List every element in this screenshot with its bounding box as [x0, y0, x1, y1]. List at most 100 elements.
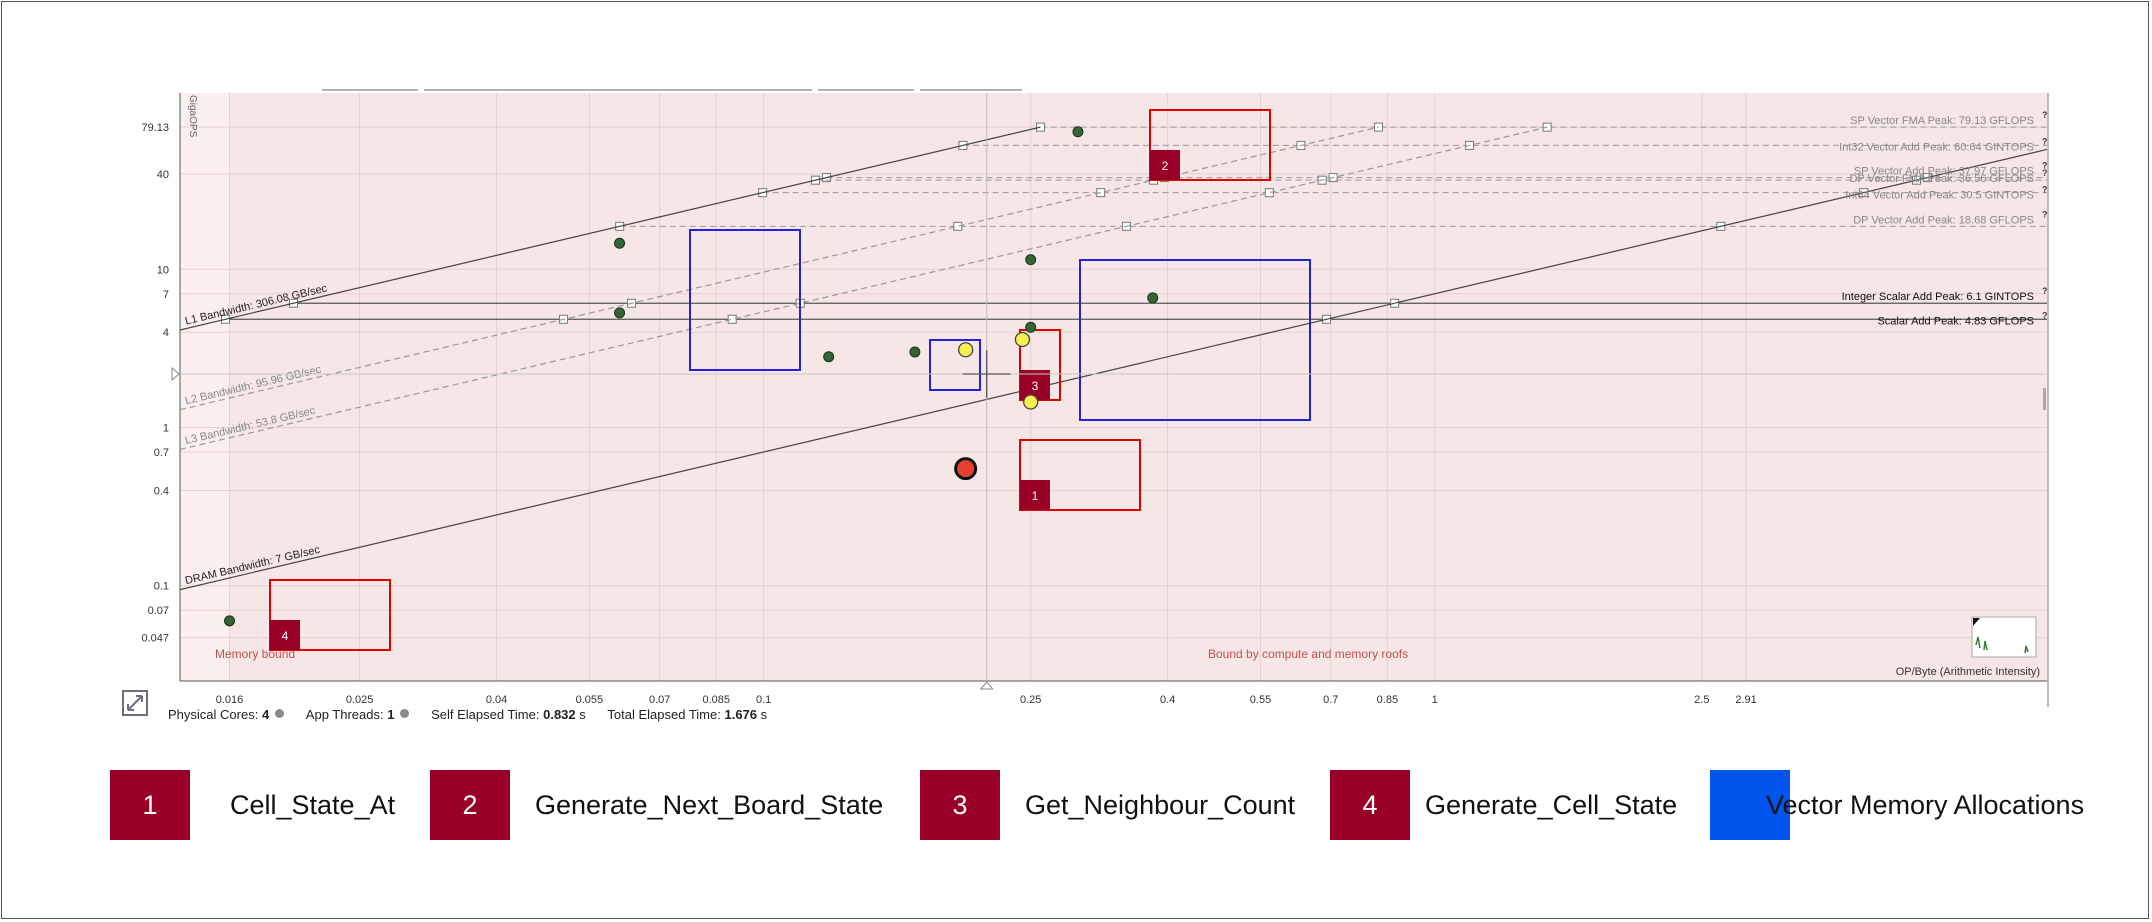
roof-lines	[180, 122, 2048, 591]
total-elapsed-label: Total Elapsed Time:	[607, 707, 721, 722]
x-tick-label: 0.4	[1160, 694, 1175, 706]
roof-label: SP Vector FMA Peak: 79.13 GFLOPS	[1850, 115, 2034, 127]
y-tick-label: 0.7	[154, 447, 169, 459]
expand-icon[interactable]	[122, 690, 148, 716]
loop-point-yellow[interactable]	[1014, 331, 1031, 348]
help-icon[interactable]: ?	[2042, 110, 2048, 120]
legend-label-2: Generate_Next_Board_State	[535, 789, 884, 820]
physical-cores-value: 4	[261, 707, 270, 722]
app-threads-stat: App Threads: 1	[306, 707, 413, 722]
legend-marker-vector	[1710, 770, 1790, 840]
axes: 0.016 0.025 0.04 0.055 0.07 0.085 0.1 0.25 0.4 0.…	[141, 93, 2049, 707]
resize-handle[interactable]	[2043, 388, 2046, 410]
x-tick-label: 0.085	[703, 694, 731, 706]
x-tick-label: 1	[1432, 694, 1438, 706]
y-tick-label: 7	[163, 289, 169, 301]
y-tick-label: 0.1	[154, 581, 169, 593]
loop-point[interactable]	[1147, 292, 1159, 304]
total-elapsed-value: 1.676	[724, 707, 758, 722]
help-icon[interactable]: ?	[2042, 168, 2048, 178]
vector-memory-box	[1079, 259, 1311, 421]
data-points[interactable]	[224, 126, 1159, 627]
self-elapsed-label: Self Elapsed Time:	[431, 707, 540, 722]
help-icon[interactable]: ?	[2042, 286, 2048, 296]
help-icon[interactable]: ?	[2042, 185, 2048, 195]
x-tick-label: 0.55	[1250, 694, 1271, 706]
y-tick-label: 10	[157, 264, 169, 276]
loop-point[interactable]	[614, 307, 626, 319]
roofline-chart[interactable]: SP Vector FMA Peak: 79.13 GFLOPS ? Int32 V…	[0, 0, 2152, 760]
annotation-number: 3	[1032, 379, 1039, 393]
legend-marker-1: 1	[110, 770, 190, 840]
loop-point[interactable]	[1072, 126, 1084, 138]
seconds-unit: s	[760, 707, 768, 722]
x-tick-label: 0.016	[216, 694, 244, 706]
y-axis-label: GigaOPS	[187, 95, 198, 138]
minimap[interactable]	[1971, 616, 2037, 658]
y-tick-label: 0.07	[148, 605, 169, 617]
loop-point[interactable]	[614, 237, 626, 249]
annotation-marker-3	[1020, 370, 1050, 400]
x-slider-handle[interactable]	[979, 681, 994, 690]
info-icon[interactable]	[400, 709, 410, 718]
legend: 1 Cell_State_At 2 Generate_Next_Board_St…	[0, 768, 2152, 844]
loop-point-yellow[interactable]	[1023, 394, 1039, 410]
roof-label: DP Vector FMA Peak: 36.56 GFLOPS	[1850, 173, 2034, 185]
annotation-number: 2	[1162, 159, 1169, 173]
x-tick-label: 0.7	[1323, 694, 1338, 706]
roof-label: Int32 Vector Add Peak: 60.64 GINTOPS	[1839, 141, 2034, 153]
legend-marker-4: 4	[1330, 770, 1410, 840]
loop-point-yellow[interactable]	[958, 342, 974, 358]
y-tick-label: 4	[163, 327, 169, 339]
y-tick-label: 40	[157, 169, 169, 181]
grid-lines	[180, 93, 2048, 681]
info-icon[interactable]	[275, 709, 285, 718]
bandwidth-line	[180, 126, 1379, 411]
loop-point[interactable]	[1025, 321, 1037, 333]
loop-point[interactable]	[909, 346, 921, 358]
roof-label: DP Vector Add Peak: 18.68 GFLOPS	[1853, 214, 2034, 226]
legend-label-3: Get_Neighbour_Count	[1025, 789, 1296, 820]
roof-label: Scalar Add Peak: 4.83 GFLOPS	[1877, 315, 2034, 327]
intersection-marker	[1542, 122, 1552, 132]
intersection-marker	[953, 221, 963, 231]
annotation-number: 4	[282, 629, 289, 643]
bandwidth-line	[180, 126, 1041, 331]
x-tick-label: 0.025	[346, 694, 374, 706]
intersection-marker	[1264, 188, 1274, 198]
loop-point[interactable]	[823, 351, 835, 363]
annotation-boxes: 1 2 3 4	[269, 109, 1311, 651]
x-tick-label: 0.85	[1377, 694, 1398, 706]
bandwidth-line	[180, 148, 2048, 591]
x-tick-label: 0.1	[756, 694, 771, 706]
annotation-marker-4	[270, 620, 300, 650]
vector-memory-box	[929, 339, 981, 391]
legend-label-vector: Vector Memory Allocations	[1765, 789, 2085, 820]
loop-point[interactable]	[1025, 254, 1037, 266]
seconds-unit: s	[579, 707, 586, 722]
loop-point-selected[interactable]	[954, 457, 978, 481]
annotation-marker-2	[1150, 150, 1180, 180]
y-slider-handle[interactable]	[171, 366, 180, 382]
minimap-pointer	[1973, 618, 1980, 626]
x-tick-label: 2.5	[1694, 694, 1709, 706]
y-tick-label: 79.13	[141, 122, 169, 134]
annotation-box-1	[1019, 439, 1141, 511]
plot-background-compute	[229, 93, 2049, 681]
legend-label-1: Cell_State_At	[230, 789, 396, 820]
self-elapsed-value: 0.832	[543, 707, 576, 722]
help-icon[interactable]: ?	[2042, 209, 2048, 219]
annotation-marker-1	[1020, 480, 1050, 510]
x-axis-label: OP/Byte (Arithmetic Intensity)	[1896, 666, 2040, 678]
stats-bar: Physical Cores: 4 App Threads: 1 Self El…	[168, 707, 785, 722]
y-tick-label: 1	[163, 422, 169, 434]
help-icon[interactable]: ?	[2042, 136, 2048, 146]
help-icon[interactable]: ?	[2042, 161, 2048, 171]
chart-overlay	[171, 93, 2048, 690]
vector-memory-box	[689, 229, 801, 371]
loop-point[interactable]	[224, 615, 236, 627]
roof-label: SP Vector Add Peak: 37.97 GFLOPS	[1854, 166, 2034, 178]
help-icon[interactable]: ?	[2042, 310, 2048, 320]
app-threads-value: 1	[387, 707, 395, 722]
